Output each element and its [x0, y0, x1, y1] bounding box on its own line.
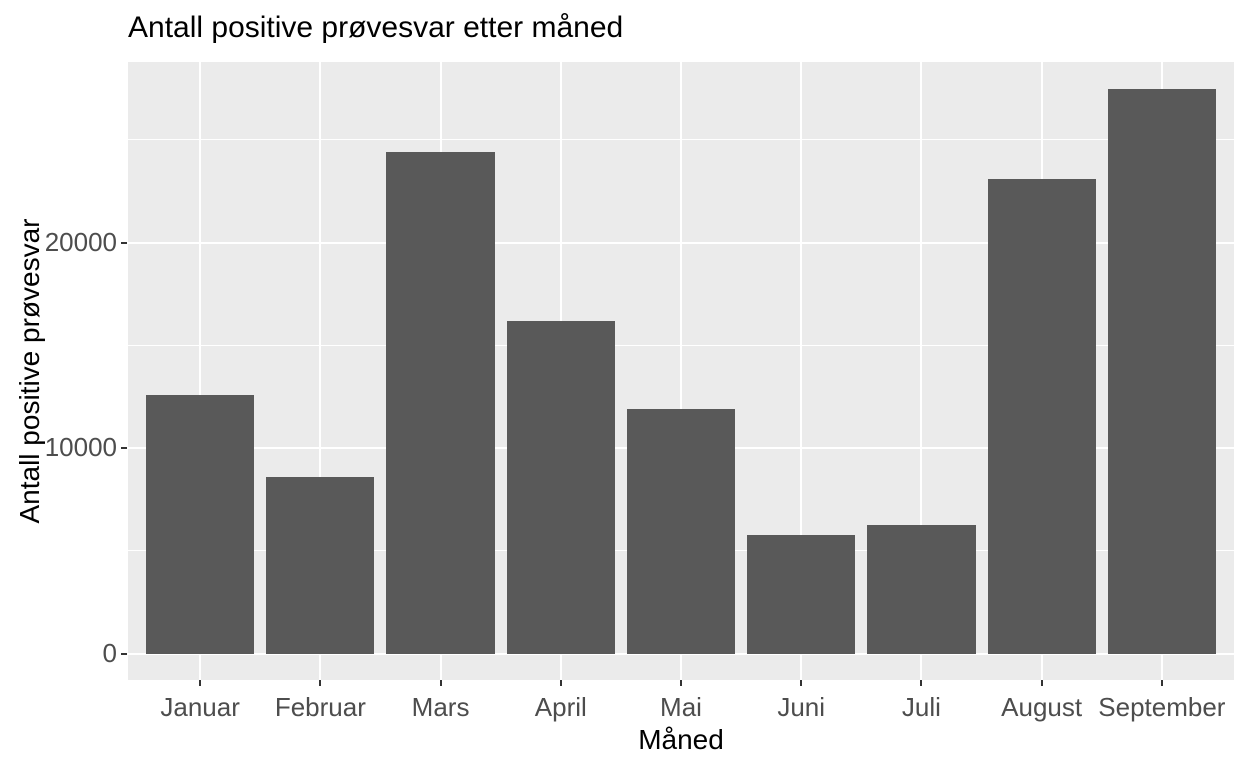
- x-axis-title: Måned: [638, 724, 724, 755]
- bar-mars: [386, 152, 495, 654]
- bar-september: [1107, 88, 1216, 654]
- x-tick-label-september: September: [1098, 692, 1226, 722]
- bar-januar: [146, 395, 255, 654]
- y-tick-mark-0: [121, 653, 127, 655]
- gridline-vertical-mai: [680, 62, 682, 680]
- bar-juni: [747, 534, 856, 654]
- x-tick-label-mai: Mai: [660, 692, 702, 722]
- gridline-vertical-januar: [199, 62, 202, 680]
- x-tick-mark-juli: [920, 680, 923, 686]
- gridline-vertical-juli: [920, 62, 923, 680]
- x-tick-label-juni: Juni: [777, 692, 826, 722]
- x-tick-mark-februar: [319, 680, 322, 686]
- bar-august: [987, 179, 1096, 654]
- x-tick-mark-april: [559, 680, 562, 686]
- x-tick-mark-juni: [800, 680, 803, 686]
- y-tick-label-10000: 10000: [44, 432, 117, 463]
- plot-title: Antall positive prøvesvar etter måned: [128, 11, 624, 44]
- gridline-vertical-februar: [319, 62, 322, 680]
- x-tick-label-januar: Januar: [160, 692, 240, 722]
- x-tick-label-juli: Juli: [901, 692, 941, 722]
- x-tick-mark-mars: [439, 680, 442, 686]
- bar-juli: [867, 524, 976, 654]
- x-tick-label-august: August: [1001, 692, 1083, 722]
- y-tick-label-20000: 20000: [44, 226, 117, 257]
- x-tick-mark-september: [1160, 680, 1163, 686]
- chart-panel: [128, 62, 1234, 680]
- bar-april: [506, 321, 615, 654]
- x-tick-label-februar: Februar: [274, 692, 366, 722]
- y-tick-mark-10000: [121, 447, 127, 450]
- bar-mai: [626, 409, 736, 654]
- x-tick-label-april: April: [534, 692, 587, 722]
- x-tick-label-mars: Mars: [411, 692, 470, 722]
- x-tick-mark-august: [1040, 680, 1043, 686]
- y-tick-label-0: 0: [102, 637, 117, 668]
- y-tick-mark-20000: [121, 241, 127, 244]
- x-tick-mark-januar: [199, 680, 202, 686]
- x-tick-mark-mai: [680, 680, 682, 686]
- bar-februar: [266, 477, 375, 654]
- gridline-vertical-juni: [800, 62, 803, 680]
- y-axis-title: Antall positive prøvesvar: [14, 218, 45, 524]
